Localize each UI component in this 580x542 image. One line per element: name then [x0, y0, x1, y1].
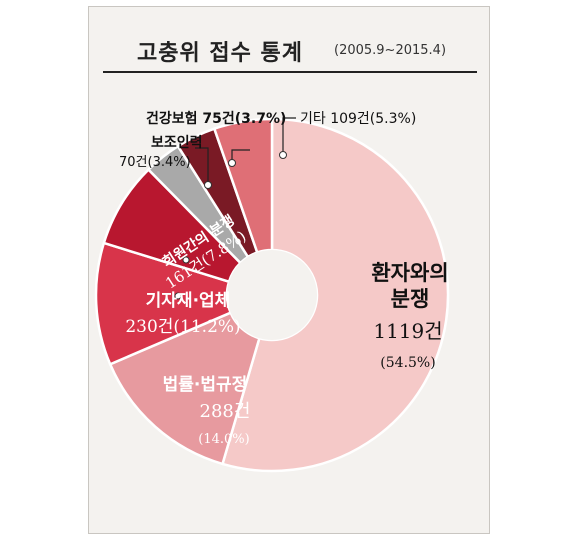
dot-etc — [279, 151, 287, 159]
dot-aux — [204, 181, 212, 189]
label-patient-l2: 분쟁 — [391, 287, 430, 311]
leader-ins — [231, 149, 250, 163]
label-ins: 건강보험 75건(3.7%) — [146, 110, 286, 127]
leader-aux — [195, 147, 209, 185]
chart-header: 고충위 접수 통계 (2005.9~2015.4) — [89, 7, 491, 73]
donut-slices — [94, 117, 450, 473]
label-aux-count: 70건(3.4%) — [119, 155, 191, 170]
donut-hole — [227, 250, 317, 340]
chart-subtitle: (2005.9~2015.4) — [334, 43, 447, 58]
label-patient-l1: 환자와의 — [371, 261, 448, 285]
label-etc: 기타 109건(5.3%) — [300, 111, 416, 127]
label-law-count: 288건 — [200, 401, 251, 422]
title-underline — [103, 71, 477, 73]
label-patient-count: 1119건 — [373, 319, 442, 343]
chart-title: 고충위 접수 통계 — [137, 41, 303, 66]
label-equip: 기자재·업체 — [146, 291, 231, 311]
label-aux: 보조인력 — [151, 134, 203, 151]
leader-dots — [174, 151, 287, 300]
label-law: 법률·법규정 — [163, 375, 248, 395]
dot-ins — [228, 159, 236, 167]
leader-lines — [195, 117, 296, 185]
dot-member — [182, 256, 190, 264]
dot-equip — [174, 292, 182, 300]
label-equip-count: 230건(11.2%) — [125, 317, 240, 337]
leader-etc — [282, 117, 296, 155]
label-patient-pct: (54.5%) — [380, 355, 435, 371]
label-law-pct: (14.0%) — [198, 432, 249, 447]
